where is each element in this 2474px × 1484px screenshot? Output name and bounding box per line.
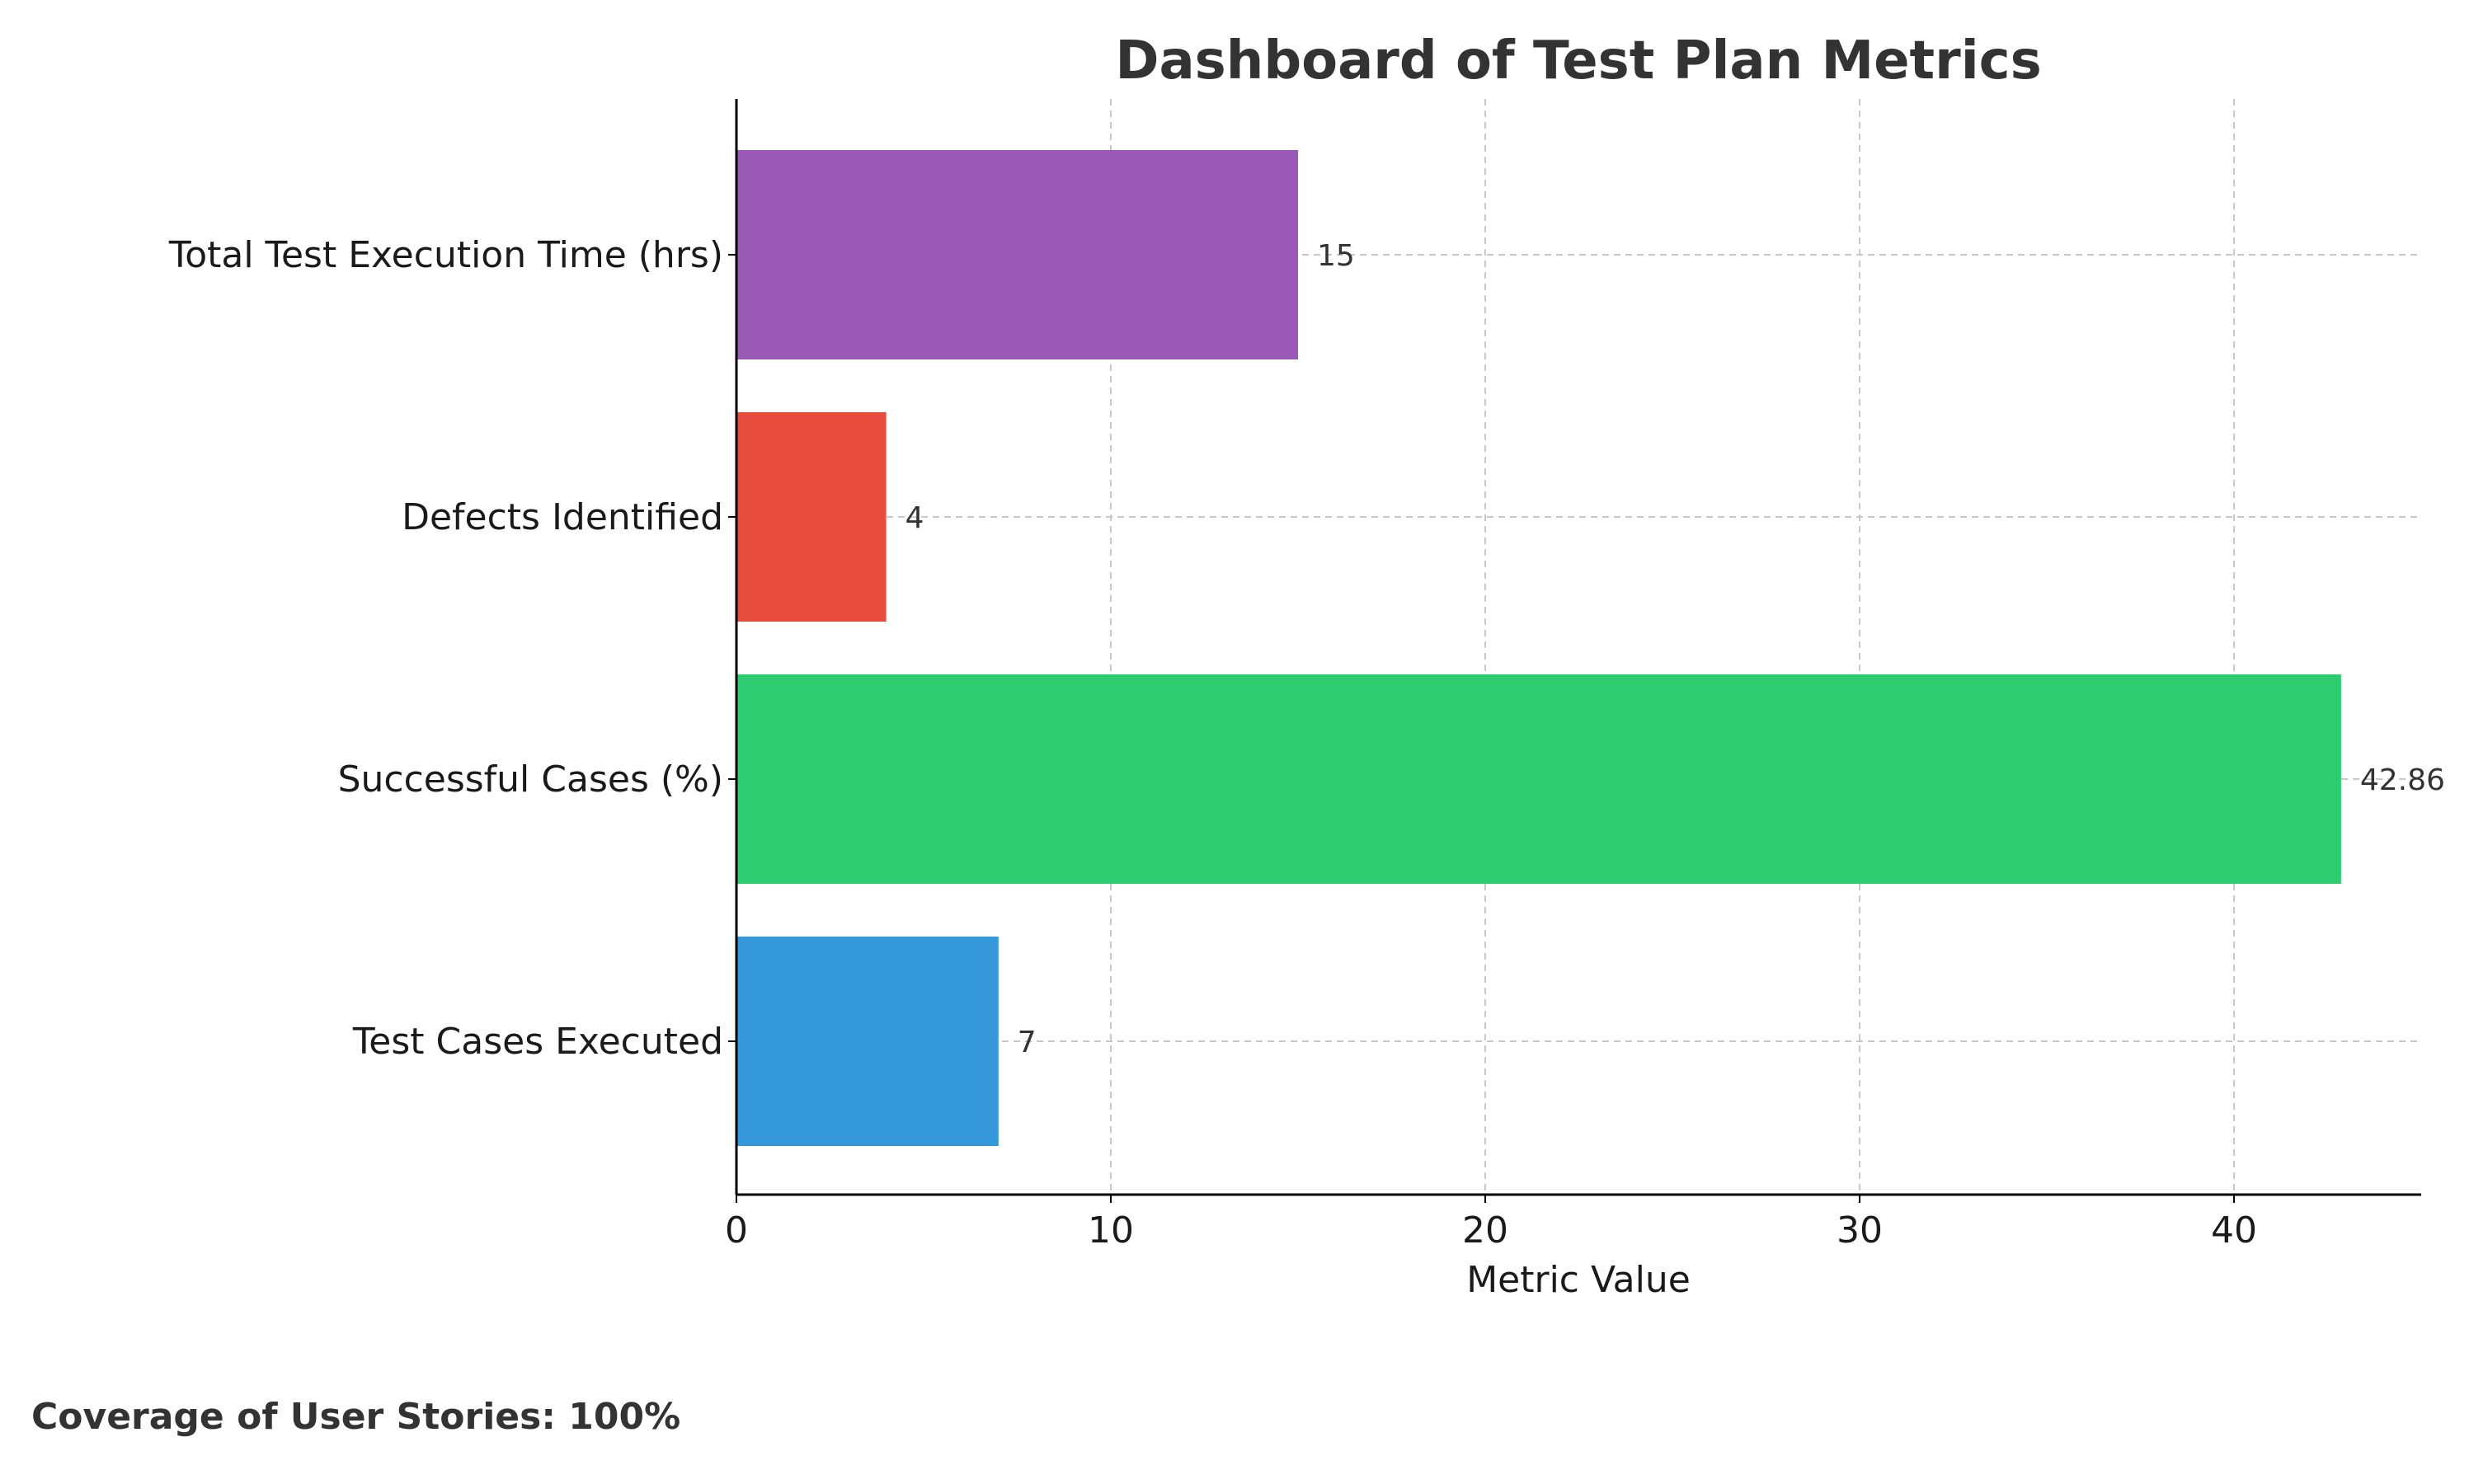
axes (735, 99, 2421, 1196)
labels: 0 10 20 30 40 Test Cases Executed 7 Successful … (168, 234, 2445, 1252)
x-tick-label: 20 (1462, 1209, 1508, 1252)
x-tick-label: 40 (2211, 1209, 2257, 1252)
x-tick-label: 10 (1088, 1209, 1134, 1252)
data-label: 42.86 (2360, 763, 2445, 797)
bar (736, 937, 999, 1146)
x-tick-label: 30 (1837, 1209, 1883, 1252)
bars (736, 150, 2341, 1146)
data-label: 15 (1317, 239, 1355, 273)
data-label: 7 (1018, 1026, 1037, 1059)
bar (736, 150, 1298, 359)
category-label: Defects Identified (402, 496, 723, 538)
category-label: Test Cases Executed (352, 1021, 723, 1063)
category-label: Total Test Execution Time (hrs) (168, 234, 723, 276)
chart-title: Dashboard of Test Plan Metrics (1115, 31, 2041, 92)
x-axis-label: Metric Value (1466, 1259, 1691, 1301)
bar (736, 674, 2341, 884)
data-label: 4 (905, 501, 924, 535)
coverage-footnote: Coverage of User Stories: 100% (31, 1396, 681, 1438)
bar (736, 412, 887, 622)
category-label: Successful Cases (%) (338, 758, 723, 801)
x-tick-label: 0 (725, 1209, 748, 1252)
